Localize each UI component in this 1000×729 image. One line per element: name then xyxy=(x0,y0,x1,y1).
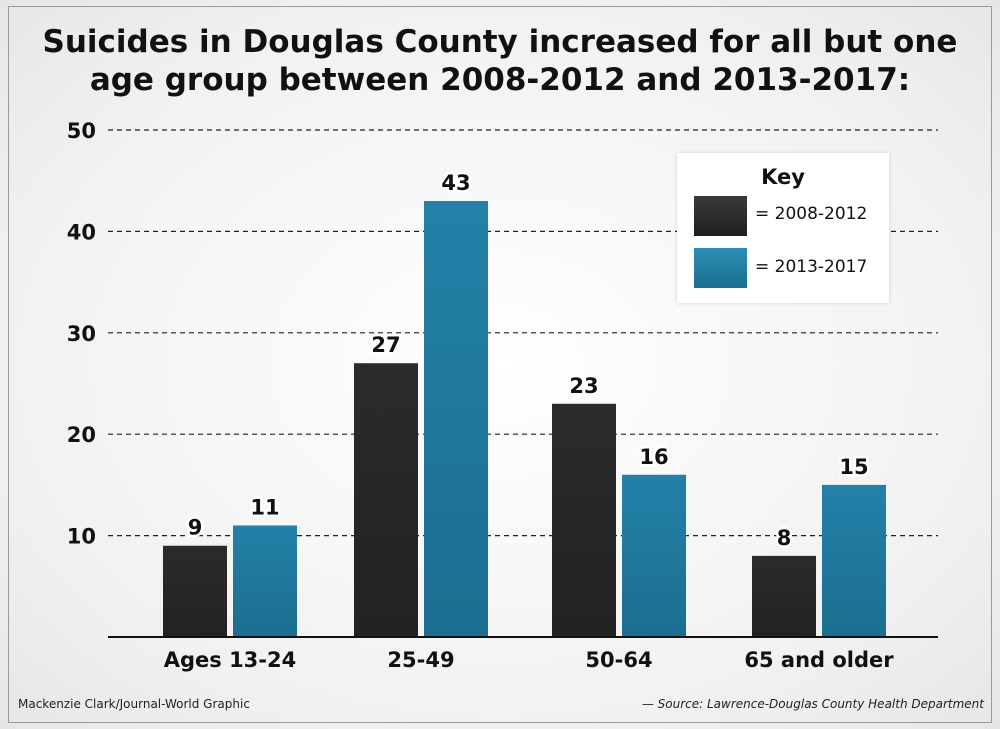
bars xyxy=(163,200,886,638)
data-label-2008-2012-3: 8 xyxy=(777,526,792,550)
y-tick-label-20: 20 xyxy=(67,423,96,447)
data-label-2013-2017-2: 16 xyxy=(639,445,668,469)
data-label-2008-2012-0: 9 xyxy=(188,516,203,540)
data-label-2013-2017-3: 15 xyxy=(839,455,868,479)
y-tick-label-40: 40 xyxy=(67,220,96,244)
bar-2013-2017-3 xyxy=(822,484,886,637)
chart-title-line-2: age group between 2008-2012 and 2013-201… xyxy=(89,62,911,98)
x-tick-label-2: 50-64 xyxy=(585,648,652,672)
legend-label-2013-2017: = 2013-2017 xyxy=(755,257,868,277)
bar-2013-2017-1 xyxy=(424,200,488,638)
y-tick-label-30: 30 xyxy=(67,322,96,346)
data-label-2013-2017-0: 11 xyxy=(250,495,279,519)
bar-2008-2012-1 xyxy=(354,363,418,637)
x-tick-label-3: 65 and older xyxy=(744,648,894,672)
data-label-2008-2012-2: 23 xyxy=(569,374,598,398)
data-label-2008-2012-1: 27 xyxy=(371,333,400,357)
legend-swatch-2013-2017 xyxy=(694,248,747,288)
y-axis-ticks: 10 20 30 40 50 xyxy=(67,119,96,549)
x-tick-label-0: Ages 13-24 xyxy=(164,648,297,672)
graphic-credit: Mackenzie Clark/Journal-World Graphic xyxy=(18,697,250,711)
bar-2013-2017-2 xyxy=(622,474,686,637)
bar-2008-2012-0 xyxy=(163,545,227,637)
x-axis-categories: Ages 13-24 25-49 50-64 65 and older xyxy=(164,648,895,672)
data-label-2013-2017-1: 43 xyxy=(441,171,470,195)
graphic-frame xyxy=(8,6,992,723)
data-labels: 9 11 27 43 23 16 8 15 xyxy=(185,168,871,552)
legend-title: Key xyxy=(761,165,805,189)
y-tick-label-10: 10 xyxy=(67,525,96,549)
legend: Key = 2008-2012 = 2013-2017 xyxy=(677,153,889,303)
x-tick-label-1: 25-49 xyxy=(387,648,454,672)
legend-swatch-2008-2012 xyxy=(694,196,747,236)
bar-2013-2017-0 xyxy=(233,525,297,637)
source-note: — Source: Lawrence-Douglas County Health… xyxy=(641,697,984,711)
bar-2008-2012-2 xyxy=(552,403,616,637)
chart-title-line-1: Suicides in Douglas County increased for… xyxy=(42,24,958,60)
gridlines xyxy=(108,129,938,537)
bar-2008-2012-3 xyxy=(752,555,816,637)
legend-label-2008-2012: = 2008-2012 xyxy=(755,204,868,224)
y-tick-label-50: 50 xyxy=(67,119,96,143)
